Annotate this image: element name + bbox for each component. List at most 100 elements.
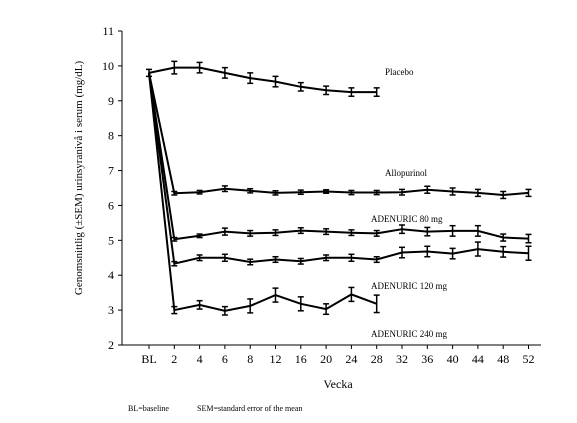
series-3	[148, 72, 532, 267]
y-tick-label: 4	[108, 268, 114, 282]
error-bar	[196, 61, 203, 74]
error-bar	[373, 294, 380, 314]
y-tick-label: 9	[108, 94, 114, 108]
y-tick-label: 3	[108, 303, 114, 317]
error-bar	[297, 189, 304, 196]
error-bar	[348, 286, 355, 303]
error-bar	[323, 228, 330, 236]
error-bar	[424, 226, 431, 237]
error-bar	[221, 185, 228, 193]
error-bar	[196, 189, 203, 195]
error-bar	[323, 85, 330, 96]
x-tick-label: 16	[295, 352, 307, 366]
error-bar	[525, 245, 532, 261]
x-tick-label: 36	[421, 352, 433, 366]
error-bar	[500, 190, 507, 200]
x-tick-label: 6	[222, 352, 228, 366]
error-bar	[272, 75, 279, 88]
x-tick-label: 44	[472, 352, 484, 366]
series-2	[148, 72, 532, 244]
y-tick-label: 8	[108, 129, 114, 143]
series-label: Placebo	[385, 67, 414, 77]
error-bar	[272, 190, 279, 196]
error-bar	[323, 303, 330, 316]
error-bar	[247, 187, 254, 194]
error-bar	[500, 233, 507, 242]
error-bar	[196, 233, 203, 239]
error-bar	[399, 246, 405, 259]
error-bar	[348, 229, 355, 237]
error-bar	[525, 188, 532, 198]
error-bar	[171, 260, 178, 267]
baseline-error-bar	[146, 68, 152, 78]
error-bar	[297, 227, 304, 235]
error-bar	[449, 247, 456, 260]
x-tick-label: 28	[371, 352, 383, 366]
series-layer	[146, 60, 532, 316]
error-bar	[424, 245, 431, 258]
error-bar	[474, 188, 481, 198]
error-bar	[171, 305, 178, 315]
error-bar	[424, 185, 431, 194]
error-bar	[348, 189, 355, 196]
x-tick-label: 4	[197, 352, 203, 366]
series-line	[148, 66, 377, 94]
x-tick-label: 8	[247, 352, 253, 366]
error-bar	[373, 189, 380, 196]
error-bar	[474, 224, 481, 237]
series-label: ADENURIC 80 mg	[371, 214, 443, 224]
x-tick-label: 2	[171, 352, 177, 366]
error-bar	[399, 188, 405, 196]
error-bar	[221, 305, 228, 316]
error-bar	[297, 257, 304, 265]
error-bar	[474, 241, 481, 257]
series-line	[148, 72, 529, 197]
series-line	[148, 72, 378, 312]
error-bar	[247, 72, 254, 85]
x-tick-label: 48	[497, 352, 509, 366]
error-bar	[247, 258, 254, 266]
series-label: ADENURIC 240 mg	[371, 329, 447, 339]
y-tick-label: 2	[108, 338, 114, 352]
series-label: ADENURIC 120 mg	[371, 281, 447, 291]
error-bar	[525, 233, 532, 244]
error-bar	[272, 229, 279, 237]
error-bar	[247, 229, 254, 237]
series-0	[148, 60, 380, 97]
x-tick-label: 52	[523, 352, 535, 366]
series-1	[148, 72, 532, 200]
error-bar	[247, 298, 254, 314]
error-bar	[373, 255, 380, 264]
error-bar	[323, 188, 330, 194]
y-tick-label: 7	[108, 164, 114, 178]
series-4	[148, 72, 380, 316]
series-line	[148, 72, 529, 241]
error-bar	[348, 87, 355, 97]
y-tick-label: 11	[102, 24, 114, 38]
y-tick-label: 10	[102, 59, 114, 73]
y-tick-label: 5	[108, 233, 114, 247]
footnote-baseline: BL=baseline	[128, 404, 169, 413]
error-bar	[171, 190, 178, 196]
error-bar	[500, 245, 507, 258]
x-tick-label: 20	[320, 352, 332, 366]
x-tick-label: BL	[141, 352, 156, 366]
y-tick-label: 6	[108, 198, 114, 212]
error-bar	[449, 224, 456, 237]
error-bar	[272, 287, 279, 303]
error-bar	[221, 66, 228, 79]
error-bar	[297, 81, 304, 92]
x-axis-title: Vecka	[323, 377, 353, 391]
error-bar	[297, 296, 304, 312]
error-bar	[221, 227, 228, 236]
error-bar	[348, 253, 355, 263]
error-bar	[272, 255, 279, 264]
error-bar	[171, 60, 178, 75]
error-bar	[323, 254, 330, 262]
series-label: Allopurinol	[385, 168, 427, 178]
error-bar	[196, 254, 203, 262]
labels-layer: Placebo Allopurinol ADENURIC 80 mg ADENURIC…	[371, 67, 447, 339]
series-line	[148, 72, 529, 265]
y-axis-title: Genomsnittlig (±SEM) urinsyranivå i seru…	[73, 61, 85, 296]
